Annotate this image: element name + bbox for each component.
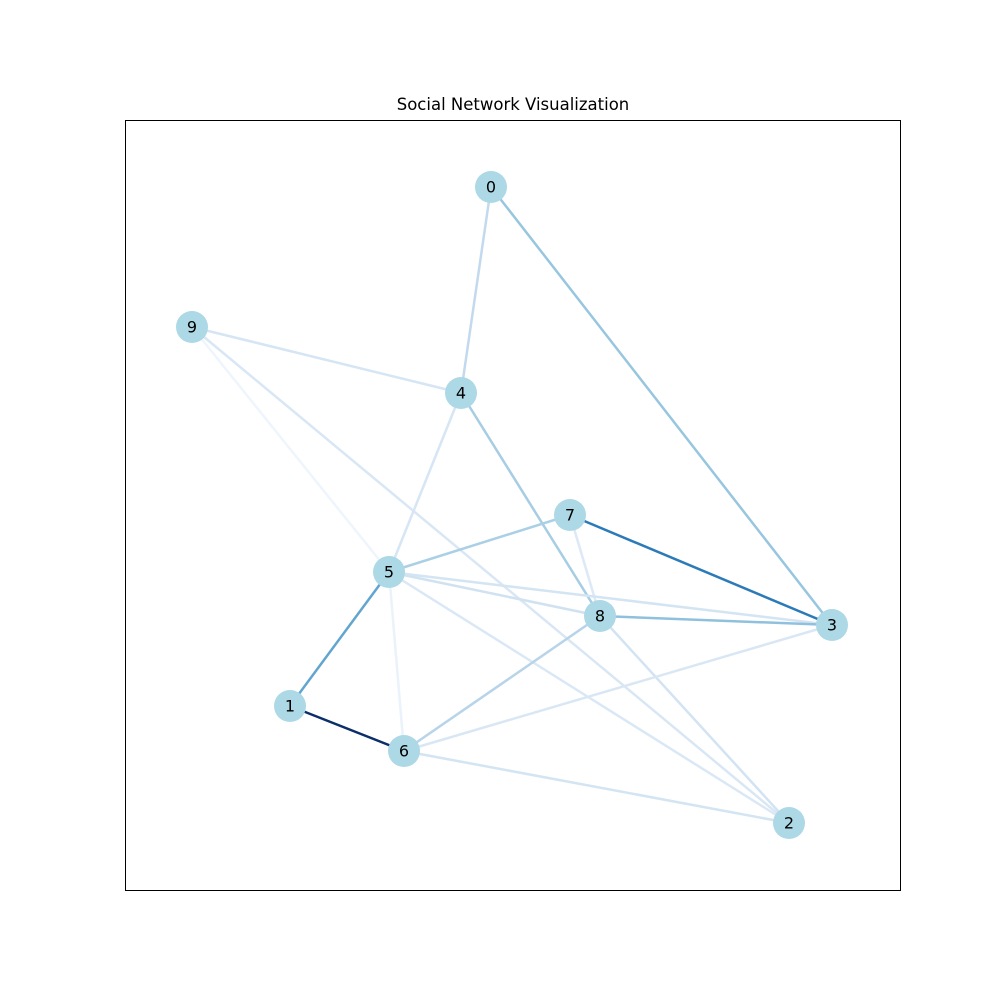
node-layer: 0 1 2 3 4 5 6 7 8 9 — [176, 171, 848, 839]
node-label-6: 6 — [399, 742, 409, 761]
edge-9-4 — [190, 325, 463, 395]
figure-title: Social Network Visualization — [396, 95, 630, 114]
node-2: 2 — [773, 807, 805, 839]
node-1: 1 — [274, 690, 306, 722]
node-circle-8 — [584, 600, 616, 632]
node-9: 9 — [176, 311, 208, 343]
node-7: 7 — [554, 499, 586, 531]
edge-8-6 — [402, 614, 602, 753]
node-label-8: 8 — [595, 607, 605, 626]
node-label-7: 7 — [565, 506, 575, 525]
plot-frame — [125, 120, 901, 891]
edge-4-5 — [387, 391, 463, 574]
node-4: 4 — [445, 377, 477, 409]
node-circle-7 — [554, 499, 586, 531]
node-circle-0 — [475, 171, 507, 203]
node-3: 3 — [816, 609, 848, 641]
edge-9-2 — [190, 325, 791, 825]
edge-6-2 — [402, 749, 791, 825]
node-6: 6 — [388, 735, 420, 767]
node-8: 8 — [584, 600, 616, 632]
node-label-1: 1 — [285, 697, 295, 716]
node-circle-5 — [373, 556, 405, 588]
node-label-9: 9 — [187, 318, 197, 337]
node-label-5: 5 — [384, 563, 394, 582]
node-label-0: 0 — [486, 178, 496, 197]
edge-5-8 — [387, 570, 602, 618]
node-circle-2 — [773, 807, 805, 839]
edge-7-3 — [568, 513, 834, 627]
edge-7-5 — [387, 513, 572, 574]
node-0: 0 — [475, 171, 507, 203]
node-label-3: 3 — [827, 616, 837, 635]
node-5: 5 — [373, 556, 405, 588]
edge-5-3 — [387, 570, 834, 627]
edge-8-2 — [598, 614, 791, 825]
edge-1-6 — [288, 704, 406, 753]
edge-5-1 — [288, 570, 391, 708]
edge-0-4 — [459, 185, 493, 395]
edge-5-6 — [387, 570, 406, 753]
edge-8-3 — [598, 614, 834, 627]
node-circle-9 — [176, 311, 208, 343]
node-label-4: 4 — [456, 384, 466, 403]
node-circle-1 — [274, 690, 306, 722]
edge-4-8 — [459, 391, 602, 618]
node-circle-4 — [445, 377, 477, 409]
edge-layer — [190, 185, 834, 825]
edge-3-6 — [402, 623, 834, 753]
node-label-2: 2 — [784, 814, 794, 833]
node-circle-3 — [816, 609, 848, 641]
node-circle-6 — [388, 735, 420, 767]
edge-7-8 — [568, 513, 602, 618]
edge-9-5 — [190, 325, 391, 574]
edge-0-3 — [489, 185, 834, 627]
